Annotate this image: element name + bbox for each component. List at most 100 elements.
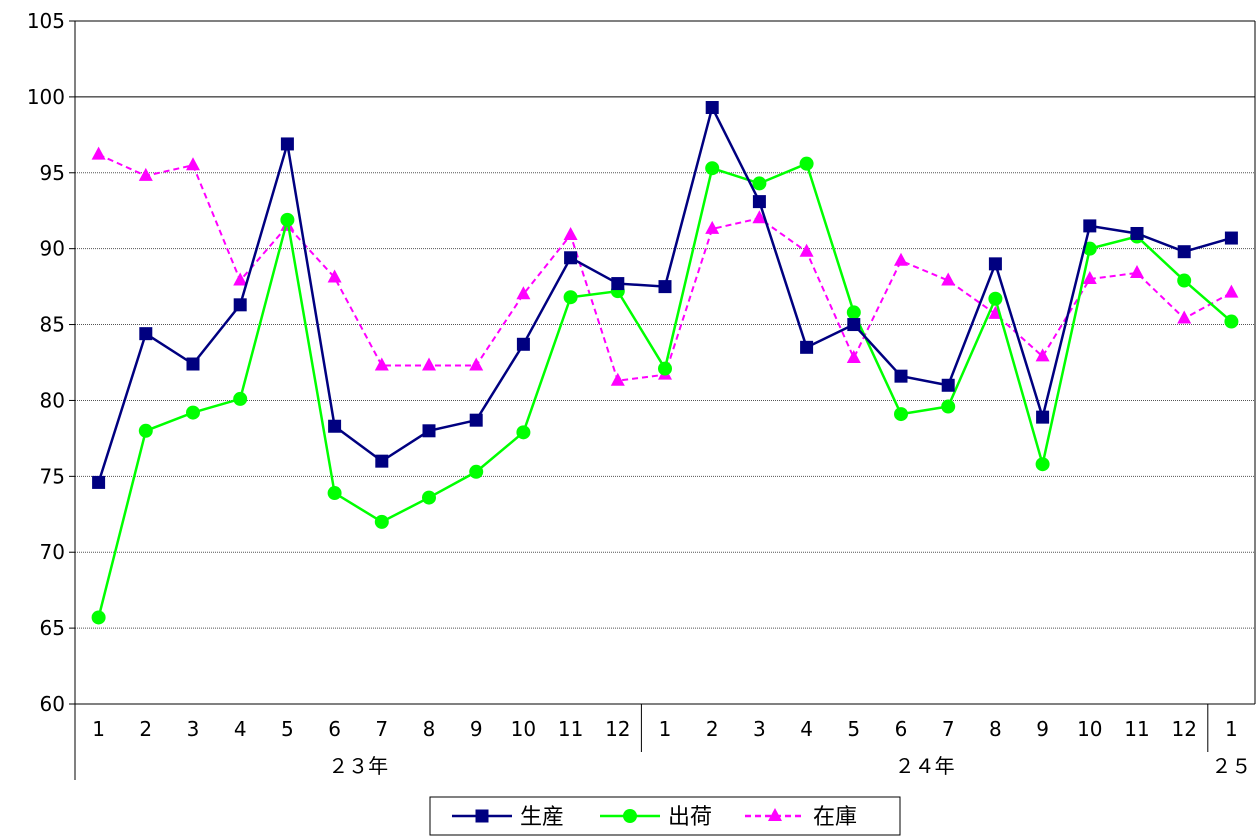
data-point bbox=[988, 257, 1002, 271]
x-category-label: 12 bbox=[605, 717, 630, 741]
x-category-label: 6 bbox=[895, 717, 908, 741]
data-point bbox=[1130, 264, 1144, 278]
x-category-label: 10 bbox=[511, 717, 536, 741]
y-tick-label: 60 bbox=[40, 692, 65, 716]
data-point bbox=[375, 454, 389, 468]
data-point bbox=[610, 372, 625, 386]
data-point bbox=[328, 419, 342, 433]
x-category-label: 4 bbox=[800, 717, 813, 741]
axes bbox=[69, 20, 1256, 780]
data-point bbox=[92, 475, 106, 489]
legend-label: 生産 bbox=[520, 805, 564, 830]
data-point bbox=[894, 369, 908, 383]
y-tick-label: 90 bbox=[40, 237, 65, 261]
data-point bbox=[705, 220, 720, 234]
x-category-label: 10 bbox=[1077, 717, 1102, 741]
data-point bbox=[1177, 245, 1191, 259]
x-group-label: ２５ bbox=[1211, 754, 1251, 778]
data-point bbox=[469, 464, 484, 479]
y-tick-label: 95 bbox=[40, 161, 65, 185]
data-point bbox=[280, 137, 294, 151]
x-category-label: 11 bbox=[558, 717, 583, 741]
x-category-label: 7 bbox=[375, 717, 388, 741]
x-group-label: ２４年 bbox=[895, 754, 955, 778]
x-category-label: 8 bbox=[989, 717, 1002, 741]
x-category-label: 12 bbox=[1171, 717, 1196, 741]
y-tick-label: 85 bbox=[40, 313, 65, 337]
data-point bbox=[233, 272, 248, 286]
data-point bbox=[941, 272, 956, 286]
data-point bbox=[563, 290, 578, 305]
data-point bbox=[1083, 219, 1097, 233]
x-category-label: 2 bbox=[706, 717, 719, 741]
data-point bbox=[1082, 271, 1097, 285]
x-category-label: 1 bbox=[92, 717, 105, 741]
x-group-label: ２３年 bbox=[328, 754, 388, 778]
legend-swatch-marker bbox=[768, 808, 782, 821]
data-point bbox=[327, 486, 342, 501]
data-point bbox=[516, 337, 530, 351]
y-tick-label: 75 bbox=[40, 464, 65, 488]
x-category-label: 9 bbox=[470, 717, 483, 741]
y-tick-label: 70 bbox=[40, 540, 65, 564]
data-point bbox=[1224, 314, 1239, 329]
legend-label: 在庫 bbox=[813, 805, 857, 830]
data-point bbox=[422, 357, 436, 371]
data-point bbox=[752, 210, 767, 224]
data-point bbox=[941, 399, 956, 414]
x-category-label: 3 bbox=[187, 717, 200, 741]
series-line bbox=[97, 161, 1233, 618]
data-point bbox=[139, 327, 153, 341]
data-point bbox=[280, 212, 295, 227]
series-2 bbox=[91, 156, 1239, 625]
gridlines bbox=[75, 20, 1255, 629]
data-point bbox=[186, 357, 200, 371]
data-point bbox=[705, 161, 720, 176]
data-point bbox=[91, 610, 106, 625]
data-point bbox=[422, 424, 436, 438]
data-point bbox=[846, 349, 861, 363]
x-category-label: 2 bbox=[139, 717, 152, 741]
legend-item: 在庫 bbox=[745, 805, 857, 830]
data-point bbox=[752, 176, 767, 191]
x-category-label: 5 bbox=[281, 717, 294, 741]
legend: 生産 出荷 在庫 bbox=[429, 796, 901, 836]
y-tick-label: 105 bbox=[27, 9, 65, 33]
x-category-label: 1 bbox=[1225, 717, 1238, 741]
data-point bbox=[1036, 410, 1050, 424]
data-point bbox=[469, 413, 483, 427]
data-point bbox=[1224, 231, 1238, 245]
x-category-label: 11 bbox=[1124, 717, 1149, 741]
x-category-label: 4 bbox=[234, 717, 247, 741]
data-point bbox=[374, 514, 389, 529]
data-point bbox=[1035, 457, 1050, 472]
data-point bbox=[800, 340, 814, 354]
data-point bbox=[847, 318, 861, 332]
data-point bbox=[233, 298, 247, 312]
data-point bbox=[233, 391, 248, 406]
data-point bbox=[422, 490, 436, 505]
data-point bbox=[138, 167, 153, 181]
data-point bbox=[611, 277, 625, 291]
data-point bbox=[894, 407, 908, 422]
data-point bbox=[374, 357, 389, 371]
data-point bbox=[469, 357, 484, 371]
data-point bbox=[564, 251, 578, 265]
data-point bbox=[138, 423, 153, 438]
data-point bbox=[186, 405, 200, 420]
data-point bbox=[516, 286, 531, 300]
x-category-label: 3 bbox=[753, 717, 766, 741]
legend-item: 生産 bbox=[452, 805, 564, 830]
data-point bbox=[327, 269, 342, 283]
x-category-label: 5 bbox=[847, 717, 860, 741]
y-tick-label: 100 bbox=[27, 85, 65, 109]
x-category-label: 8 bbox=[423, 717, 436, 741]
data-point bbox=[658, 361, 672, 376]
series-1 bbox=[92, 101, 1238, 489]
data-point bbox=[1035, 348, 1050, 362]
data-point bbox=[1177, 310, 1192, 324]
data-point bbox=[799, 243, 814, 257]
y-tick-label: 65 bbox=[40, 616, 65, 640]
